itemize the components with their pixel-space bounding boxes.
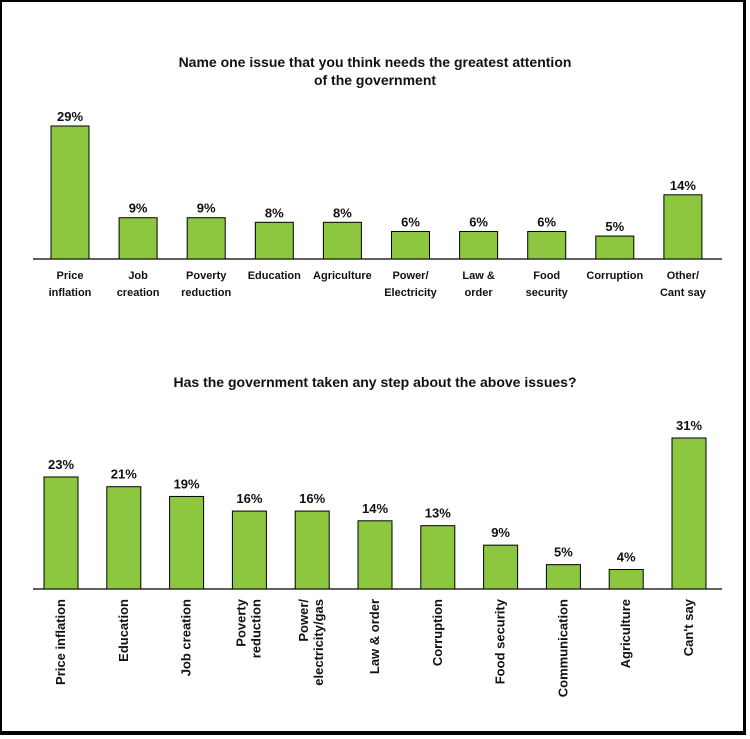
chart2-bar	[483, 544, 519, 590]
chart1-title: Name one issue that you think needs the …	[0, 53, 750, 89]
chart2-bar	[169, 495, 205, 590]
chart1-value-label: 9%	[129, 201, 148, 216]
chart1-bar	[50, 125, 90, 260]
chart2-bar	[671, 437, 707, 590]
chart1-value-label: 6%	[401, 214, 420, 229]
chart1-bar	[391, 230, 430, 260]
chart1-value-label: 5%	[605, 219, 624, 234]
chart1-bar	[254, 221, 294, 260]
chart2-category-label: electricity/gas	[311, 599, 326, 686]
chart1-category-label: creation	[117, 287, 160, 299]
chart2-category-label: Price inflation	[53, 599, 68, 685]
chart2-bar	[43, 476, 79, 590]
chart1-category-label: Electricity	[384, 287, 437, 299]
chart2-value-label: 31%	[676, 418, 702, 433]
chart2-bar	[357, 520, 393, 590]
chart2-category-label: reduction	[248, 599, 263, 658]
chart2-category-label: Job creation	[179, 599, 194, 676]
chart1-value-label: 6%	[537, 214, 556, 229]
chart2-bar	[545, 564, 581, 590]
chart1-value-label: 8%	[333, 205, 352, 220]
chart2-category-label: Education	[116, 599, 131, 662]
chart1-value-label: 14%	[670, 178, 696, 193]
chart1-bar	[663, 194, 703, 260]
chart1-bar	[186, 217, 226, 260]
chart2-bar	[294, 510, 330, 590]
chart1-category-label: order	[465, 287, 494, 299]
chart2-value-label: 14%	[362, 501, 388, 516]
chart1-category-label: Other/	[667, 270, 699, 282]
chart2-category-label: Law & order	[367, 599, 382, 674]
chart1-value-label: 6%	[469, 214, 488, 229]
chart2-value-label: 4%	[617, 550, 636, 565]
chart1-title-line-2: of the government	[313, 72, 437, 88]
chart1-category-label: Education	[248, 270, 301, 282]
chart2-bar	[231, 510, 267, 590]
chart2-category-label: Poverty	[233, 598, 248, 646]
chart1-category-label: Job	[128, 270, 148, 282]
chart2-title: Has the government taken any step about …	[0, 373, 750, 391]
chart1-plot: 29% Price inflation 9% Job creation 9% Poverty r…	[33, 109, 722, 299]
chart1-category-label: reduction	[181, 287, 231, 299]
chart2-value-label: 16%	[236, 491, 262, 506]
chart1-category-label: Price	[57, 270, 84, 282]
chart1-category-label: Power/	[392, 270, 428, 282]
chart1-category-label: Agriculture	[313, 270, 372, 282]
chart2-value-label: 19%	[174, 476, 200, 491]
chart2-category-label: Agriculture	[618, 599, 633, 668]
chart2-bar	[608, 569, 644, 590]
chart1-category-label: inflation	[49, 287, 92, 299]
chart1-category-label: Law &	[462, 270, 494, 282]
chart2-value-label: 23%	[48, 457, 74, 472]
chart1-bar	[118, 217, 158, 260]
chart1-category-label: Food	[533, 270, 560, 282]
chart2-value-label: 21%	[111, 467, 137, 482]
chart2-category-label: Power/	[296, 599, 311, 642]
chart2-value-label: 9%	[491, 525, 510, 540]
chart2-value-label: 13%	[425, 506, 451, 521]
chart2-bar	[106, 486, 142, 590]
chart2-category-label: Can't say	[681, 598, 696, 656]
chart1-category-label: Corruption	[586, 270, 643, 282]
chart2-title-line-1: Has the government taken any step about …	[173, 374, 577, 390]
chart2-bar	[420, 525, 456, 590]
chart1-value-label: 29%	[57, 109, 83, 124]
chart1-bar	[459, 230, 499, 260]
chart2-category-label: Corruption	[430, 599, 445, 666]
chart1-value-label: 8%	[265, 205, 284, 220]
chart1-category-label: security	[526, 287, 569, 299]
chart1-category-label: Poverty	[186, 270, 227, 282]
chart1-category-label: Cant say	[660, 287, 707, 299]
chart1-bar	[595, 235, 635, 260]
chart2-value-label: 5%	[554, 545, 573, 560]
chart1-title-line-1: Name one issue that you think needs the …	[178, 54, 572, 70]
chart1-bar	[322, 221, 362, 260]
chart1-value-label: 9%	[197, 201, 216, 216]
chart1-bar	[527, 230, 567, 260]
chart2-category-label: Communication	[555, 599, 570, 697]
chart2-category-label: Food security	[493, 598, 508, 684]
chart2-value-label: 16%	[299, 491, 325, 506]
